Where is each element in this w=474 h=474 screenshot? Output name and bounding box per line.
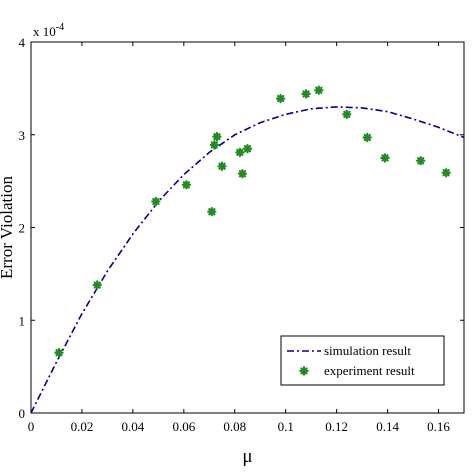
experiment-point (441, 168, 451, 178)
experiment-point (416, 156, 426, 166)
x-tick-label: 0.06 (172, 419, 195, 434)
experiment-point (54, 348, 64, 358)
experiment-point (301, 89, 311, 99)
y-tick-label: 4 (19, 35, 26, 50)
x-tick-label: 0.14 (376, 419, 399, 434)
x-tick-label: 0.08 (223, 419, 246, 434)
x-axis-label: μ (242, 446, 252, 467)
y-axis-exponent-label: x 10-4 (33, 22, 64, 39)
legend-experiment-marker (299, 366, 309, 376)
y-axis-label: Error Violation (0, 176, 16, 280)
x-tick-label: 0.12 (325, 419, 348, 434)
y-tick-label: 2 (19, 221, 26, 236)
experiment-point (92, 280, 102, 290)
experiment-point (237, 169, 248, 179)
experiment-point (314, 85, 324, 95)
legend: simulation result experiment result (280, 335, 445, 386)
legend-simulation-label: simulation result (324, 343, 411, 358)
experiment-point (209, 140, 220, 150)
simulation-line (30, 106, 465, 414)
experiment-point (362, 132, 372, 143)
experiment-point (217, 161, 227, 171)
plot-area: 0 0.02 0.04 0.06 0.08 0.1 0.12 0.14 0.16 0 1 2 3 4 (19, 35, 465, 434)
experiment-point (212, 131, 222, 142)
experiment-point (181, 180, 192, 190)
y-tick-label: 0 (19, 406, 26, 421)
exponent-base: x 10 (33, 24, 56, 39)
experiment-point (275, 93, 286, 104)
legend-box (280, 335, 445, 386)
x-tick-label: 0 (28, 419, 35, 434)
experiment-point (380, 153, 390, 163)
y-tick-label: 3 (19, 128, 26, 143)
exponent-power: -4 (56, 22, 64, 33)
experiment-point (242, 144, 253, 154)
x-tick-label: 0.1 (278, 419, 294, 434)
x-tick-label: 0.16 (427, 419, 450, 434)
experiment-point (342, 109, 352, 119)
x-tick-label: 0.04 (122, 419, 145, 434)
experiment-point (207, 207, 217, 217)
x-tick-label: 0.02 (71, 419, 94, 434)
y-tick-label: 1 (19, 313, 26, 328)
legend-experiment-label: experiment result (324, 363, 415, 378)
experiment-point (235, 147, 245, 158)
experiment-point (151, 196, 161, 207)
